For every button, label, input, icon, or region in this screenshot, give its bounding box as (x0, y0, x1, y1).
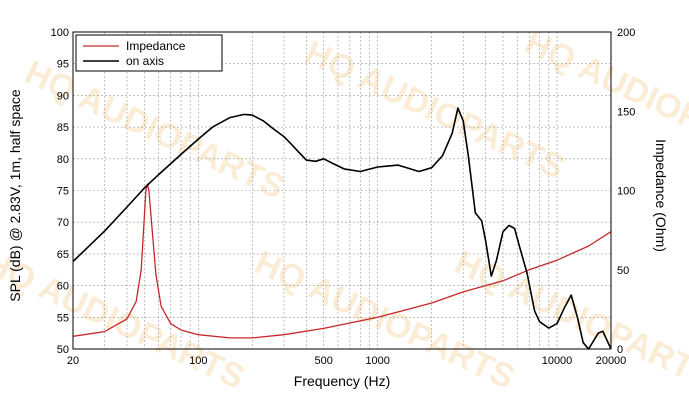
x-tick-label: 100 (189, 355, 207, 367)
tick-labels: 20 100 500 1000 10000 20000505560657075808590… (51, 27, 636, 367)
y-axis-left-title: SPL (dB) @ 2.83V, 1m, half space (7, 89, 23, 302)
y-left-tick-label: 55 (57, 312, 69, 324)
y-left-tick-label: 65 (57, 249, 69, 261)
x-tick-label: 1000 (365, 355, 389, 367)
y-left-tick-label: 100 (51, 27, 69, 39)
series-layer (72, 107, 612, 350)
x-tick-label: 10000 (542, 355, 573, 367)
impedance-line (72, 183, 612, 339)
y-axis-right-title: Impedance (Ohm) (653, 139, 669, 252)
y-left-tick-label: 95 (57, 59, 69, 71)
y-left-tick-label: 85 (57, 122, 69, 134)
y-left-tick-label: 60 (57, 281, 69, 293)
x-tick-label: 20 (67, 355, 79, 367)
legend-label-impedance: Impedance (126, 39, 186, 53)
legend-label-on-axis: on axis (126, 54, 164, 68)
y-left-tick-label: 75 (57, 186, 69, 198)
y-right-tick-label: 0 (617, 344, 623, 356)
on-axis-line (72, 107, 612, 350)
y-left-tick-label: 50 (57, 344, 69, 356)
x-tick-label: 500 (315, 355, 333, 367)
y-right-tick-label: 150 (617, 106, 635, 118)
x-axis-title: Frequency (Hz) (294, 373, 390, 389)
y-left-tick-label: 70 (57, 217, 69, 229)
legend: Impedance on axis (75, 34, 223, 72)
y-right-tick-label: 100 (617, 186, 635, 198)
y-right-tick-label: 200 (617, 27, 635, 39)
plot-frame (72, 31, 612, 350)
y-left-tick-label: 90 (57, 90, 69, 102)
x-tick-label: 20000 (596, 355, 627, 367)
y-right-tick-label: 50 (617, 265, 629, 277)
y-left-tick-label: 80 (57, 154, 69, 166)
legend-box (75, 34, 223, 72)
